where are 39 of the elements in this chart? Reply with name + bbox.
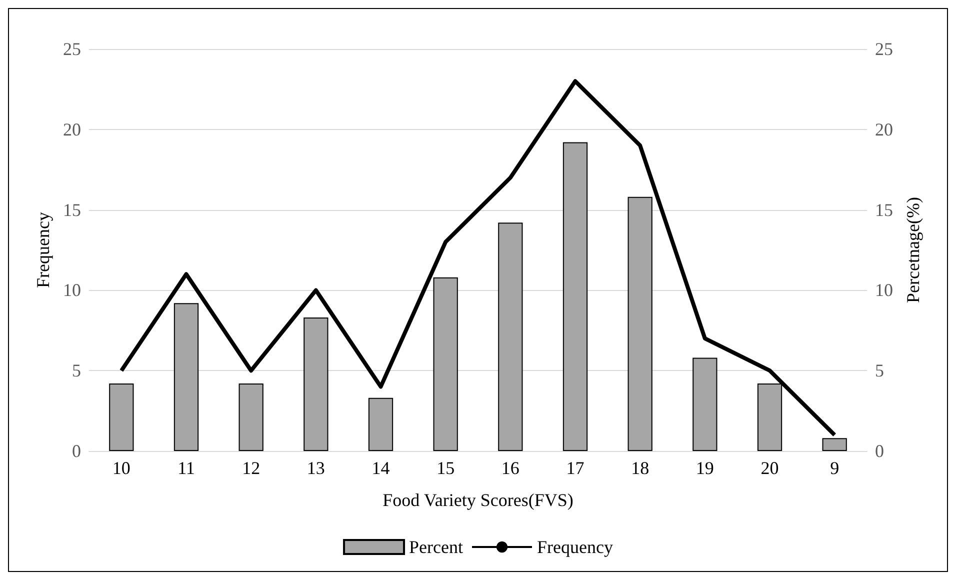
bar bbox=[368, 398, 394, 451]
y-tick-label: 25 bbox=[63, 39, 81, 59]
bar bbox=[498, 222, 523, 451]
bar bbox=[304, 318, 328, 451]
x-tick-label: 11 bbox=[178, 458, 195, 478]
y2-tick-label: 5 bbox=[875, 360, 884, 381]
x-tick-label: 16 bbox=[501, 458, 520, 478]
y2-tick-label: 0 bbox=[875, 441, 884, 461]
x-tick-label: 17 bbox=[566, 458, 584, 478]
x-tick-label: 10 bbox=[112, 458, 130, 478]
legend-label: Percent bbox=[409, 537, 464, 557]
x-tick-label: 19 bbox=[696, 458, 714, 478]
x-axis-title: Food Variety Scores(FVS) bbox=[382, 490, 574, 510]
x-tick-label: 20 bbox=[760, 458, 779, 478]
x-tick-label: 14 bbox=[372, 458, 390, 478]
y2-axis-title: Percetnage(%) bbox=[902, 197, 923, 303]
bar bbox=[174, 303, 199, 451]
x-tick-label: 13 bbox=[306, 458, 325, 478]
x-tick-label: 9 bbox=[830, 458, 840, 478]
bar bbox=[692, 358, 718, 451]
y2-tick-label: 25 bbox=[875, 39, 893, 59]
bar bbox=[628, 196, 652, 451]
bar bbox=[109, 383, 134, 451]
y-tick-label: 5 bbox=[72, 360, 81, 381]
x-tick-label: 12 bbox=[242, 458, 260, 478]
y2-tick-label: 15 bbox=[875, 200, 893, 220]
y-tick-label: 0 bbox=[72, 441, 81, 461]
legend-label: Frequency bbox=[537, 537, 613, 557]
y2-tick-label: 20 bbox=[875, 119, 893, 140]
y-tick-label: 10 bbox=[63, 280, 81, 300]
x-tick-label: 15 bbox=[436, 458, 455, 478]
y-tick-label: 15 bbox=[63, 200, 81, 220]
bar bbox=[238, 383, 264, 451]
y-axis-title: Frequency bbox=[33, 212, 54, 288]
bar bbox=[562, 142, 588, 451]
y2-tick-label: 10 bbox=[875, 280, 893, 300]
x-tick-label: 18 bbox=[631, 458, 650, 478]
y-tick-label: 20 bbox=[63, 119, 81, 140]
bar bbox=[433, 277, 458, 451]
